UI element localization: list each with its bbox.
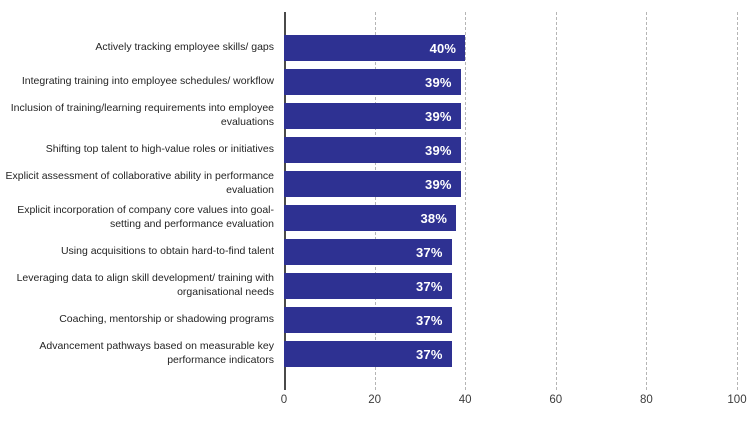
bar: 37% bbox=[284, 307, 452, 333]
bar-value-label: 39% bbox=[425, 74, 452, 90]
bar: 37% bbox=[284, 239, 452, 265]
bar-track: 37% bbox=[284, 341, 737, 367]
bar-track: 37% bbox=[284, 273, 737, 299]
category-label: Inclusion of training/learning requireme… bbox=[10, 102, 274, 128]
gridline bbox=[555, 12, 557, 390]
bar: 39% bbox=[284, 171, 461, 197]
x-tick-label: 80 bbox=[639, 394, 653, 406]
bar-row: Explicit assessment of collaborative abi… bbox=[0, 167, 750, 201]
category-label: Coaching, mentorship or shadowing progra… bbox=[59, 313, 274, 326]
bar-track: 37% bbox=[284, 239, 737, 265]
x-tick-label: 60 bbox=[549, 394, 563, 406]
bar: 37% bbox=[284, 273, 452, 299]
bar-value-label: 37% bbox=[415, 346, 443, 362]
bar-track: 39% bbox=[284, 69, 737, 95]
bar-value-label: 37% bbox=[415, 278, 443, 294]
category-label: Leveraging data to align skill developme… bbox=[16, 272, 274, 298]
category-label: Explicit assessment of collaborative abi… bbox=[5, 170, 274, 196]
bar-track: 39% bbox=[284, 103, 737, 129]
x-tick-label: 40 bbox=[458, 394, 472, 406]
bar-row: Actively tracking employee skills/ gaps 4… bbox=[0, 31, 750, 65]
bar-row: Integrating training into employee sched… bbox=[0, 65, 750, 99]
bar-track: 39% bbox=[284, 171, 737, 197]
bar-row: Advancement pathways based on measurable… bbox=[0, 337, 750, 371]
category-label: Shifting top talent to high-value roles … bbox=[45, 143, 274, 156]
bar-row: Explicit incorporation of company core v… bbox=[0, 201, 750, 235]
x-tick-label: 100 bbox=[727, 394, 747, 406]
category-label: Advancement pathways based on measurable… bbox=[39, 340, 274, 366]
x-tick-label: 0 bbox=[280, 394, 288, 406]
bar: 37% bbox=[284, 341, 452, 367]
category-label: Explicit incorporation of company core v… bbox=[17, 204, 274, 230]
bar-value-label: 37% bbox=[415, 312, 443, 328]
gridline bbox=[646, 12, 648, 390]
bar: 39% bbox=[284, 103, 461, 129]
bar-track: 40% bbox=[284, 35, 737, 61]
gridline bbox=[374, 12, 376, 390]
bar-row: Shifting top talent to high-value roles … bbox=[0, 133, 750, 167]
plot-area bbox=[284, 12, 738, 390]
bar-value-label: 38% bbox=[420, 210, 448, 226]
bar-row: Coaching, mentorship or shadowing progra… bbox=[0, 303, 750, 337]
bar-row: Leveraging data to align skill developme… bbox=[0, 269, 750, 303]
bar-track: 38% bbox=[284, 205, 737, 231]
bar-row: Inclusion of training/learning requireme… bbox=[0, 99, 750, 133]
axis-zero-line bbox=[284, 12, 286, 390]
bar-track: 37% bbox=[284, 307, 737, 333]
bar-value-label: 39% bbox=[425, 142, 452, 158]
x-tick-label: 20 bbox=[368, 394, 381, 406]
category-label: Actively tracking employee skills/ gaps bbox=[95, 41, 274, 54]
gridline bbox=[737, 12, 738, 390]
bar-value-label: 37% bbox=[415, 244, 443, 260]
gridline bbox=[465, 12, 467, 390]
bar-row: Using acquisitions to obtain hard-to-fin… bbox=[0, 235, 750, 269]
category-label: Using acquisitions to obtain hard-to-fin… bbox=[60, 245, 274, 258]
bar-rows: Actively tracking employee skills/ gaps 4… bbox=[0, 31, 750, 371]
bar: 39% bbox=[284, 137, 461, 163]
bar: 40% bbox=[284, 35, 466, 61]
bar: 39% bbox=[284, 69, 461, 95]
x-axis: 0 20 40 60 80 100 bbox=[280, 394, 747, 410]
category-label: Integrating training into employee sched… bbox=[21, 75, 274, 88]
bar: 38% bbox=[284, 205, 457, 231]
bar-value-label: 39% bbox=[425, 176, 452, 192]
bar-track: 39% bbox=[284, 137, 737, 163]
bar-value-label: 40% bbox=[429, 40, 457, 56]
bar-value-label: 39% bbox=[425, 108, 452, 124]
